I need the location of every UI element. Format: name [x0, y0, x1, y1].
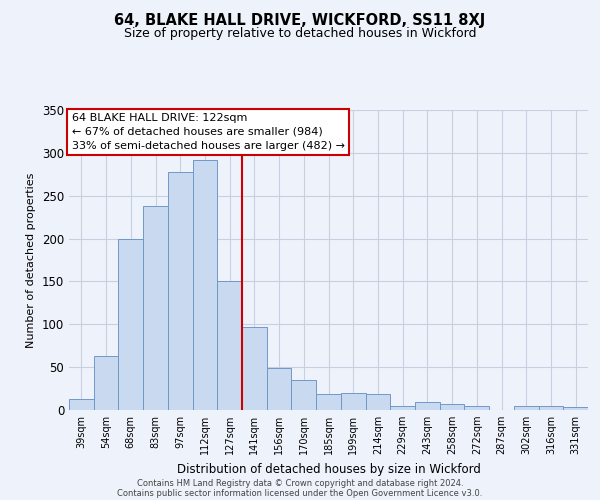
Bar	[440, 404, 464, 410]
Text: 64 BLAKE HALL DRIVE: 122sqm
← 67% of detached houses are smaller (984)
33% of se: 64 BLAKE HALL DRIVE: 122sqm ← 67% of det…	[71, 113, 344, 151]
Text: Contains HM Land Registry data © Crown copyright and database right 2024.: Contains HM Land Registry data © Crown c…	[137, 478, 463, 488]
Bar	[341, 393, 365, 410]
Bar	[242, 327, 267, 410]
Bar	[365, 394, 390, 410]
Bar	[69, 399, 94, 410]
Bar	[415, 402, 440, 410]
Y-axis label: Number of detached properties: Number of detached properties	[26, 172, 37, 348]
X-axis label: Distribution of detached houses by size in Wickford: Distribution of detached houses by size …	[176, 462, 481, 475]
Bar	[168, 172, 193, 410]
Bar	[316, 394, 341, 410]
Text: 64, BLAKE HALL DRIVE, WICKFORD, SS11 8XJ: 64, BLAKE HALL DRIVE, WICKFORD, SS11 8XJ	[115, 12, 485, 28]
Bar	[94, 356, 118, 410]
Text: Contains public sector information licensed under the Open Government Licence v3: Contains public sector information licen…	[118, 488, 482, 498]
Bar	[217, 282, 242, 410]
Bar	[514, 406, 539, 410]
Bar	[292, 380, 316, 410]
Bar	[563, 408, 588, 410]
Bar	[143, 206, 168, 410]
Bar	[193, 160, 217, 410]
Bar	[267, 368, 292, 410]
Bar	[390, 406, 415, 410]
Bar	[539, 406, 563, 410]
Text: Size of property relative to detached houses in Wickford: Size of property relative to detached ho…	[124, 28, 476, 40]
Bar	[464, 406, 489, 410]
Bar	[118, 238, 143, 410]
